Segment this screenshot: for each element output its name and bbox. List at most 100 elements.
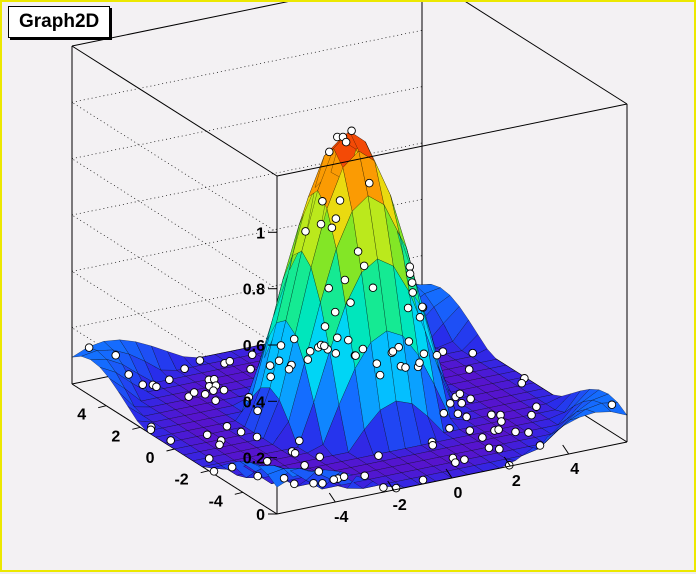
data-marker-122 — [445, 399, 455, 408]
data-marker-88 — [404, 337, 414, 346]
data-marker-35 — [266, 372, 275, 382]
data-marker-76 — [331, 214, 341, 223]
x-tick-label-2: 0 — [454, 485, 463, 502]
data-marker-37 — [209, 467, 219, 476]
data-marker-19 — [225, 356, 235, 366]
data-marker-48 — [252, 432, 262, 442]
data-marker-117 — [379, 483, 388, 492]
data-marker-12 — [189, 388, 199, 397]
chart-title: Graph2D — [8, 6, 111, 38]
box-edge-left-top — [71, 45, 278, 177]
data-marker-32 — [274, 356, 284, 366]
y-tick-0 — [234, 491, 243, 495]
data-marker-3 — [138, 380, 147, 389]
data-marker-41 — [305, 347, 315, 356]
z-gridline-back-5 — [71, 29, 423, 103]
data-marker-143 — [484, 443, 494, 453]
data-marker-141 — [497, 417, 506, 426]
data-marker-49 — [265, 361, 275, 370]
data-marker-71 — [300, 461, 309, 470]
data-marker-80 — [335, 196, 345, 205]
z-tick-label-0: 0 — [256, 507, 265, 524]
data-marker-131 — [465, 426, 475, 435]
x-tick-2 — [445, 468, 453, 479]
x-tick-label-3: 2 — [512, 473, 521, 490]
data-marker-42 — [253, 406, 262, 416]
data-marker-24 — [247, 350, 257, 360]
data-marker-130 — [418, 475, 428, 485]
data-marker-96 — [401, 363, 410, 372]
data-marker-54 — [262, 457, 272, 466]
data-marker-70 — [353, 247, 363, 256]
data-marker-137 — [478, 433, 487, 442]
data-marker-51 — [333, 333, 342, 343]
data-marker-43 — [320, 322, 330, 331]
box-edge-right-top — [465, 2, 628, 105]
data-marker-144 — [495, 444, 504, 454]
data-marker-107 — [360, 471, 369, 481]
data-marker-44 — [303, 355, 313, 364]
x-tick-4 — [562, 444, 570, 455]
data-marker-5 — [152, 382, 161, 392]
data-marker-74 — [324, 283, 333, 293]
data-marker-110 — [403, 303, 413, 313]
data-marker-120 — [391, 483, 401, 493]
data-marker-52 — [346, 298, 355, 307]
x-tick-label-1: -2 — [393, 497, 407, 514]
z-gridline-left-5 — [71, 102, 278, 233]
data-marker-62 — [295, 436, 304, 446]
data-marker-31 — [289, 334, 299, 344]
data-marker-147 — [527, 410, 536, 420]
data-marker-151 — [607, 400, 617, 410]
data-marker-135 — [460, 455, 469, 464]
data-marker-116 — [464, 365, 474, 374]
data-marker-72 — [327, 223, 337, 233]
box-edge-front-top — [276, 103, 628, 177]
data-marker-81 — [408, 288, 417, 297]
data-marker-33 — [204, 454, 214, 463]
data-marker-133 — [451, 458, 460, 467]
data-marker-85 — [394, 342, 403, 352]
z-gridline-left-4 — [71, 158, 278, 289]
data-marker-92 — [415, 312, 425, 322]
data-marker-69 — [279, 474, 289, 483]
z-gridline-left-3 — [71, 214, 278, 346]
data-marker-95 — [388, 347, 398, 356]
y-tick-label-0: -4 — [209, 493, 223, 510]
data-marker-86 — [375, 370, 385, 380]
data-marker-64 — [290, 449, 300, 458]
data-marker-102 — [329, 475, 339, 484]
z-tick-label-4: 0.8 — [243, 282, 265, 299]
data-marker-119 — [455, 389, 465, 399]
y-tick-label-3: 2 — [111, 428, 120, 445]
data-marker-105 — [374, 451, 383, 460]
x-tick-label-0: -4 — [334, 509, 348, 526]
data-marker-84 — [372, 359, 382, 368]
z-tick-label-2: 0.4 — [243, 394, 265, 411]
data-marker-40 — [284, 365, 294, 374]
data-marker-128 — [466, 394, 475, 404]
data-marker-7 — [180, 364, 189, 373]
data-marker-150 — [535, 441, 545, 450]
data-marker-113 — [468, 348, 477, 358]
data-marker-2 — [124, 370, 133, 379]
data-marker-90 — [340, 275, 350, 285]
data-marker-78 — [290, 479, 299, 489]
data-marker-58 — [330, 307, 340, 317]
data-marker-23 — [219, 385, 229, 395]
data-marker-106 — [419, 349, 429, 359]
data-marker-146 — [532, 402, 541, 411]
data-marker-53 — [331, 349, 341, 358]
data-marker-126 — [453, 409, 463, 419]
data-marker-94 — [309, 479, 318, 488]
data-marker-26 — [202, 430, 212, 440]
data-marker-129 — [462, 412, 471, 422]
data-marker-142 — [494, 425, 503, 434]
data-marker-109 — [405, 269, 415, 278]
data-marker-125 — [428, 441, 437, 450]
data-marker-79 — [341, 137, 351, 147]
data-marker-18 — [200, 390, 210, 399]
y-tick-2 — [166, 448, 175, 452]
x-tick-3 — [503, 456, 511, 467]
